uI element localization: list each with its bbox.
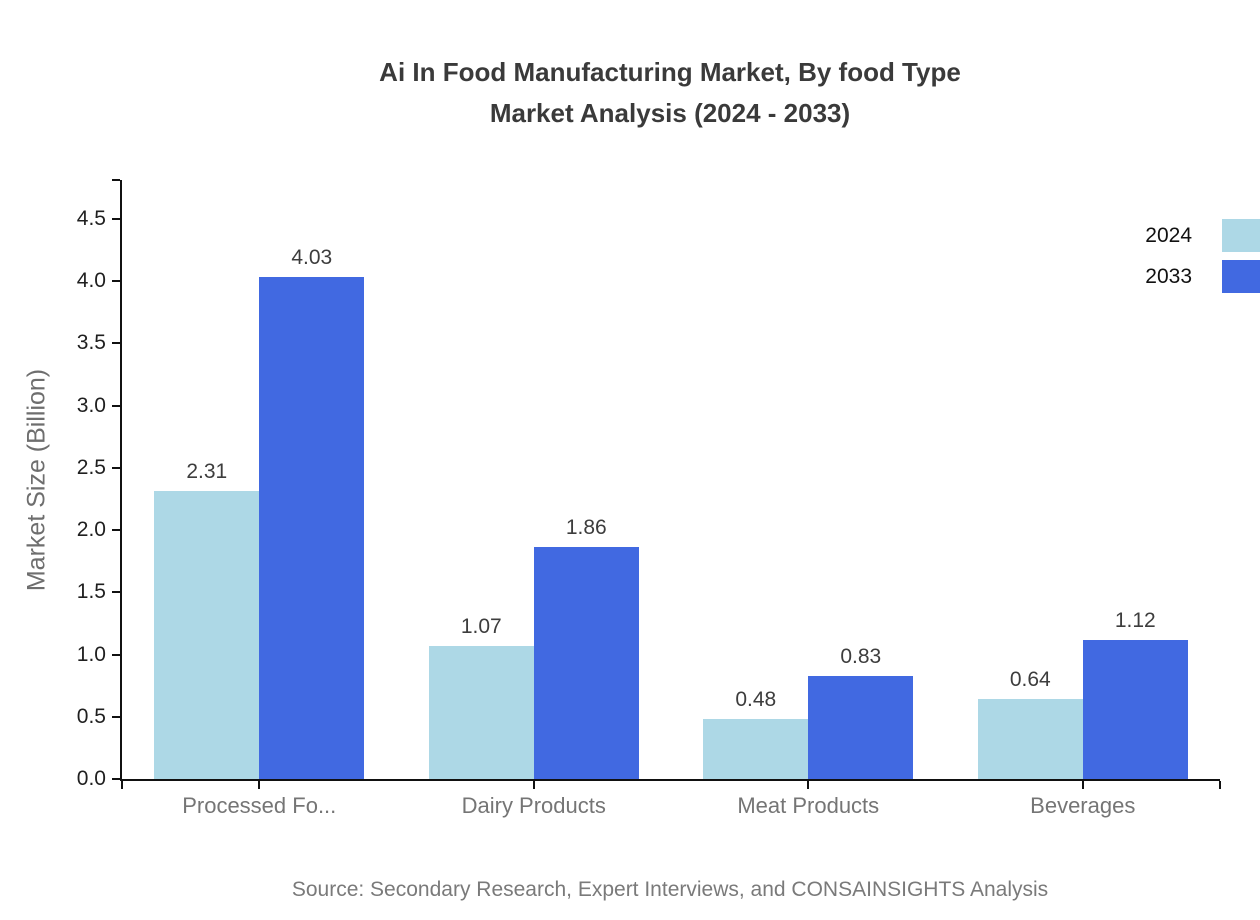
plot-area: 0.0 0.5 1.0 1.5 2.0 2.5 3.0 3.5 4.0 4.5 Processed … [77, 179, 1221, 818]
x-axis-tick [1081, 781, 1084, 789]
legend-swatch-2024 [1222, 219, 1260, 252]
y-axis-tick-label: 4.0 [76, 269, 106, 292]
legend-label: 2033 [1145, 264, 1192, 288]
y-axis-tick [112, 342, 120, 345]
source-text: Source: Secondary Research, Expert Inter… [291, 878, 1049, 901]
y-axis-endcap-tick [112, 179, 120, 181]
bar-2033-2 [533, 547, 639, 779]
y-axis-tick [112, 466, 120, 469]
legend: 2024 2033 [1145, 219, 1260, 301]
x-axis-endcap-tick [1219, 781, 1221, 789]
bar-2024-1 [154, 491, 260, 779]
y-axis-title: Market Size (Billion) [22, 368, 51, 592]
bar-2024-2 [428, 645, 534, 779]
legend-item-2024: 2024 [1145, 219, 1260, 252]
y-axis-tick [112, 404, 120, 407]
y-axis-tick [112, 715, 120, 718]
chart-title-line2: Market Analysis (2024 - 2033) [489, 98, 851, 128]
y-axis-tick [112, 280, 120, 282]
chart-title: Ai In Food Manufacturing Market, By food… [379, 52, 961, 134]
bar-value-label: 0.83 [840, 644, 882, 668]
y-axis-tick [112, 653, 120, 656]
x-axis-label-3: Meat Products [737, 793, 880, 818]
y-axis-tick [112, 778, 120, 780]
y-axis-tick-label: 3.5 [76, 331, 106, 355]
bar-2033-1 [259, 277, 365, 779]
bar-value-label: 0.48 [735, 688, 777, 712]
bar-value-label: 0.64 [1009, 668, 1051, 692]
bar-value-label: 1.07 [460, 614, 502, 638]
y-axis-tick [112, 217, 120, 220]
bar-value-label: 1.86 [565, 516, 607, 540]
chart-title-line1: Ai In Food Manufacturing Market, By food… [379, 57, 961, 87]
y-axis-tick-label: 1.0 [76, 642, 106, 666]
bar-2024-4 [977, 699, 1083, 779]
bar-2033-3 [808, 675, 914, 779]
bar-2033-4 [1082, 639, 1188, 779]
y-axis-tick-label: 0.0 [76, 767, 106, 790]
x-axis-tick [258, 781, 261, 789]
legend-item-2033: 2033 [1145, 260, 1260, 293]
bar-value-label: 1.12 [1114, 608, 1156, 632]
y-axis-tick-label: 2.0 [76, 518, 106, 541]
y-axis-tick [112, 591, 120, 594]
legend-label: 2024 [1145, 223, 1192, 247]
x-axis-tick [532, 781, 535, 789]
y-axis-tick-label: 4.5 [76, 206, 106, 230]
y-axis-tick-label: 3.0 [76, 393, 106, 417]
x-axis-tick [807, 781, 810, 789]
y-axis-tick-label: 1.5 [76, 580, 106, 604]
bar-value-label: 4.03 [291, 246, 333, 270]
x-axis-label-1: Processed Fo... [182, 793, 337, 818]
y-axis-tick [112, 529, 120, 531]
y-axis-tick-label: 2.5 [76, 455, 106, 479]
x-axis-label-4: Beverages [1030, 793, 1136, 818]
bar-2024-3 [703, 719, 809, 779]
y-axis-tick-label: 0.5 [76, 704, 106, 728]
x-axis-label-2: Dairy Products [461, 793, 606, 818]
bar-value-label: 2.31 [186, 460, 228, 484]
legend-swatch-2033 [1222, 260, 1260, 293]
x-axis-endcap-tick [121, 781, 123, 789]
